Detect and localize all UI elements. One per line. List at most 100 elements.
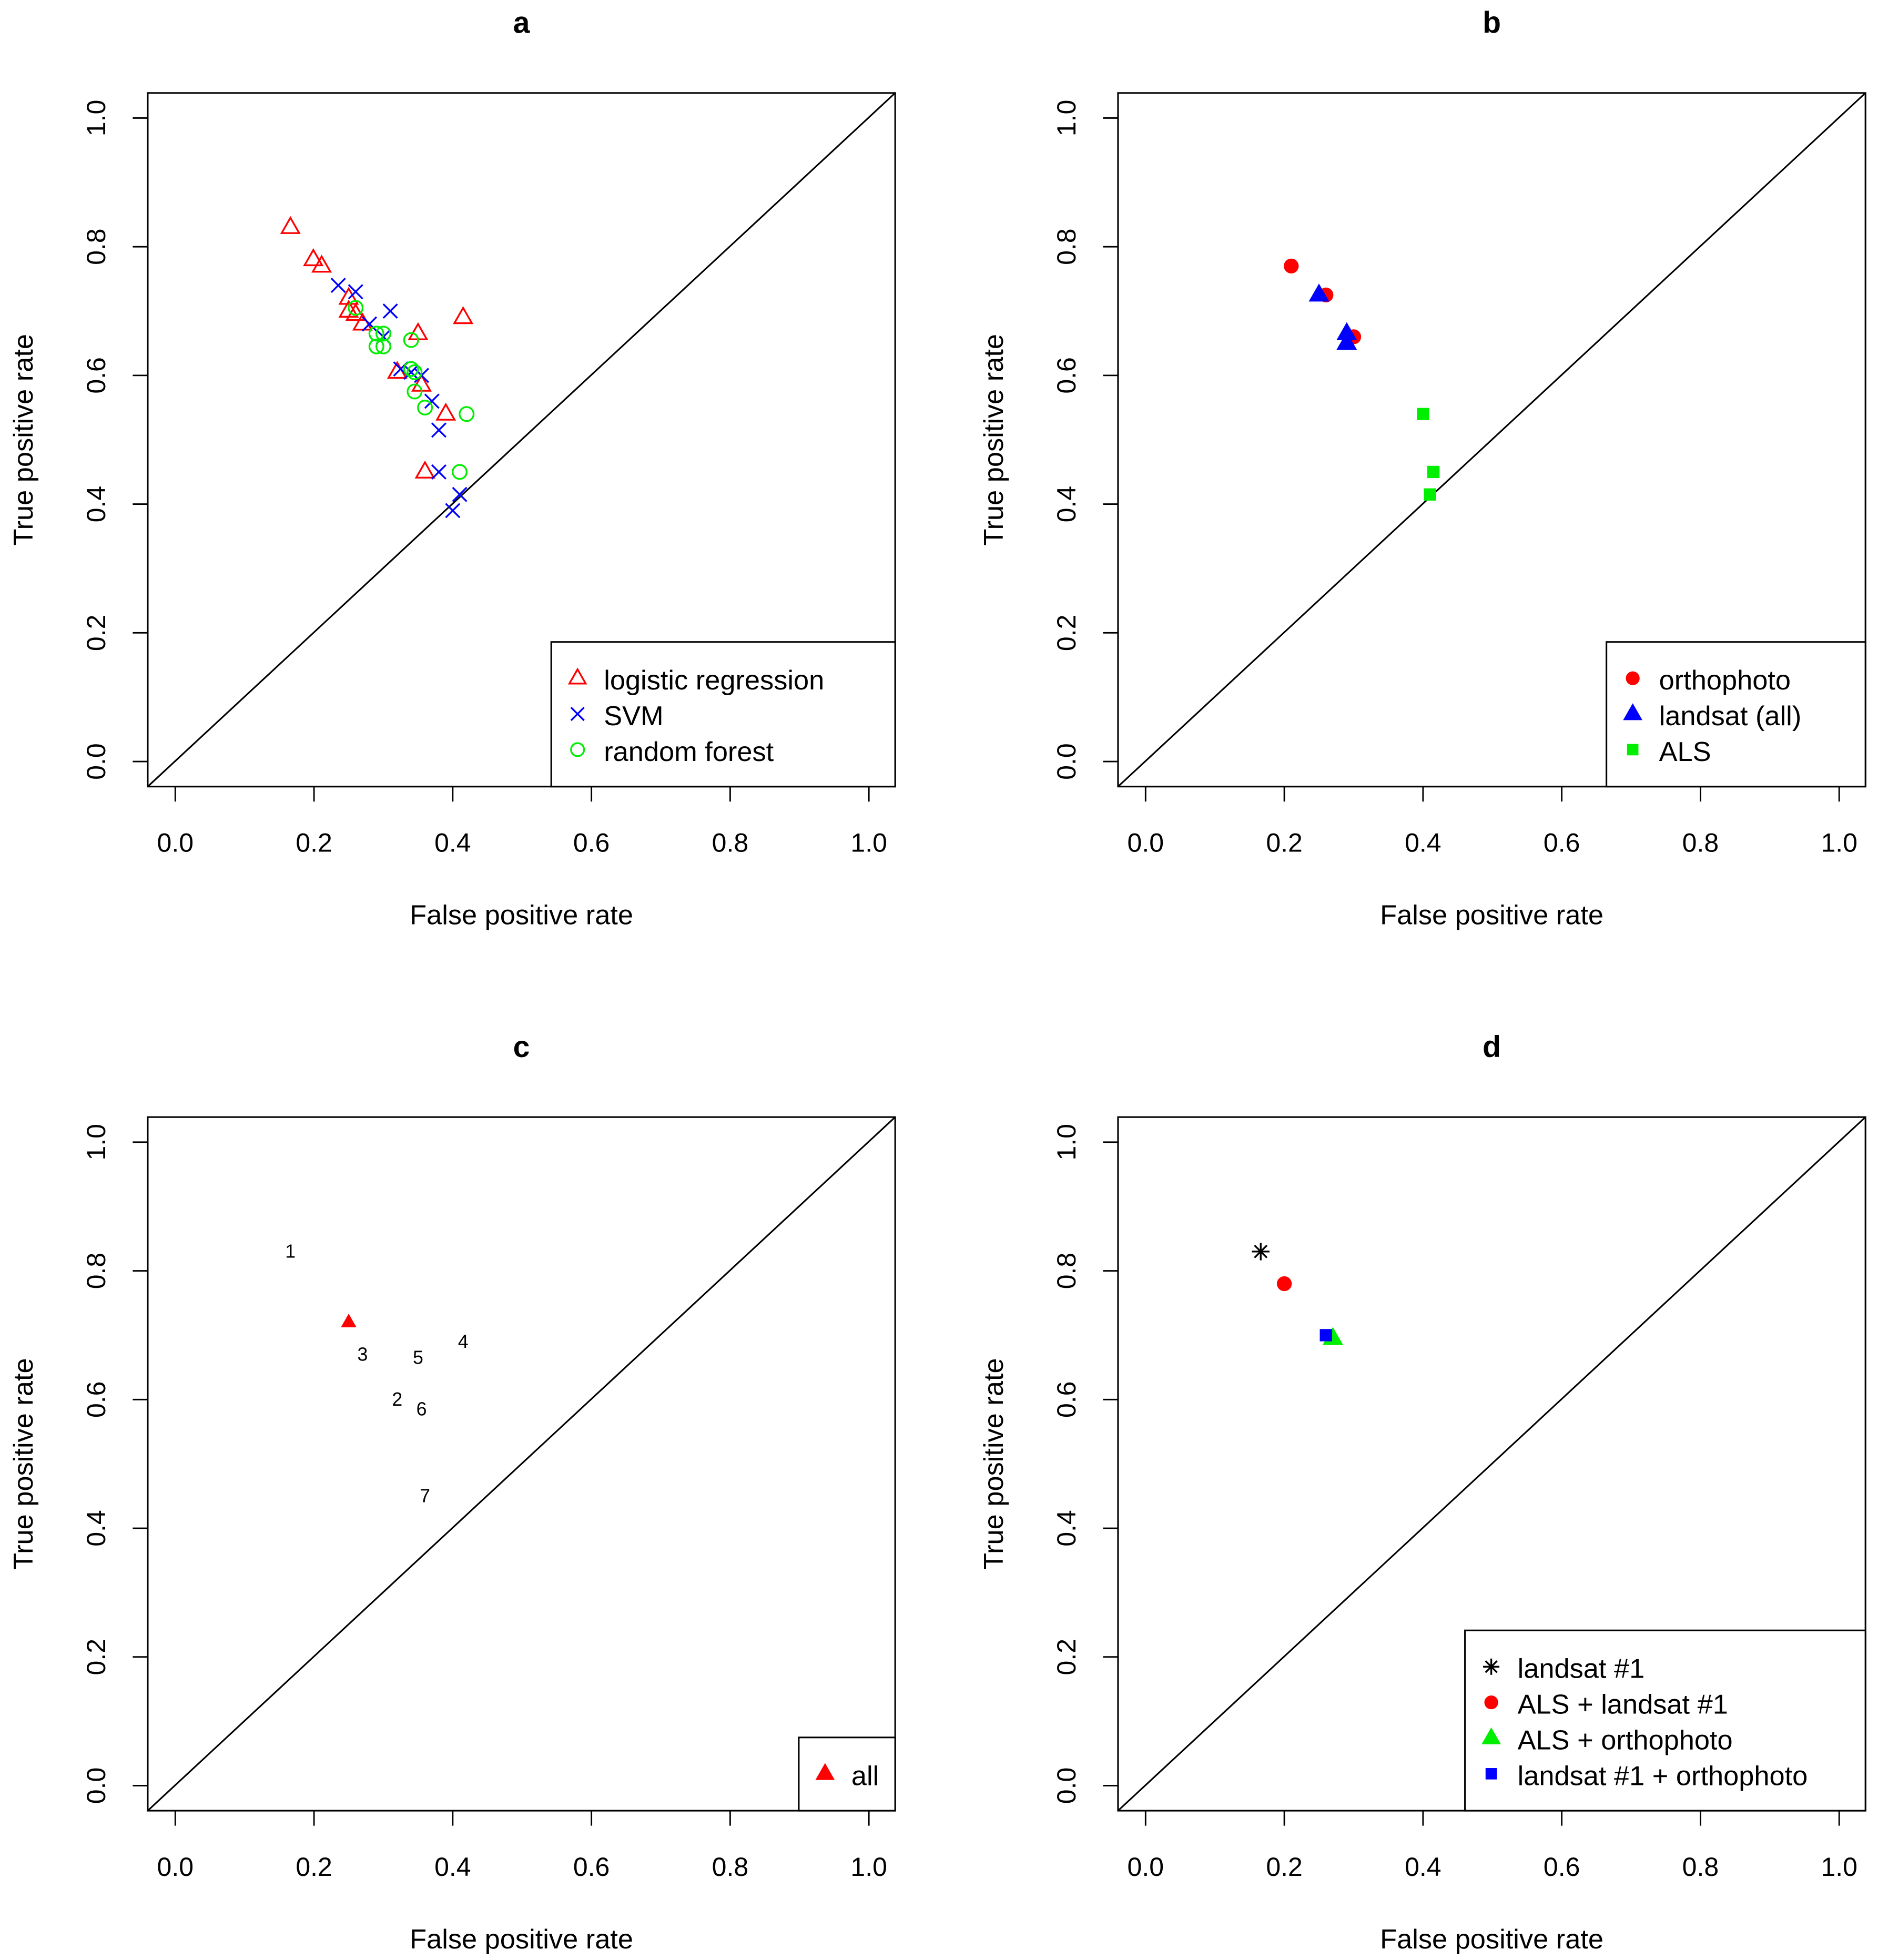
- x-axis-label: False positive rate: [410, 1924, 633, 1955]
- legend-label: ALS: [1659, 737, 1711, 767]
- y-tick-label: 0.0: [1052, 743, 1081, 779]
- legend-marker: [570, 742, 585, 757]
- chart-title: a: [513, 6, 531, 40]
- x-stroke: [570, 707, 585, 722]
- y-axis-label: True positive rate: [979, 1358, 1009, 1570]
- data-point: [368, 326, 384, 342]
- data-point: [1336, 332, 1357, 350]
- legend-label: landsat #1 + orthophoto: [1518, 1761, 1808, 1791]
- data-point: [407, 364, 423, 380]
- x-tick-label: 1.0: [850, 828, 887, 857]
- y-tick-label: 0.4: [1052, 1510, 1081, 1547]
- y-tick-label: 0.0: [82, 1768, 111, 1804]
- data-point: [1424, 488, 1436, 501]
- series-als: [1417, 408, 1440, 501]
- data-point: [1308, 283, 1329, 302]
- legend-label: logistic regression: [604, 665, 824, 696]
- data-point: [403, 361, 419, 377]
- x-tick-label: 0.2: [1266, 828, 1303, 857]
- data-point: [375, 326, 391, 342]
- y-tick-label: 0.8: [82, 1253, 111, 1289]
- data-point: [375, 338, 391, 354]
- panel-a: a 0.0 0.2 0.4 0.6 0.8 1.0 False positive rate 0.…: [8, 6, 896, 931]
- data-point: [341, 1313, 357, 1327]
- data-point: [382, 303, 398, 319]
- x-stroke: [382, 303, 398, 319]
- data-point: [452, 486, 468, 502]
- point-label: 6: [417, 1399, 427, 1420]
- data-point: [303, 248, 324, 267]
- data-point: [452, 464, 468, 480]
- y-tick-label: 1.0: [82, 1124, 111, 1161]
- x-tick-label: 1.0: [850, 1852, 887, 1882]
- y-axis-label: True positive rate: [8, 1358, 39, 1570]
- legend-label: ALS + landsat #1: [1518, 1690, 1728, 1720]
- x-tick-label: 0.0: [1128, 828, 1164, 857]
- y-tick-label: 0.2: [1052, 615, 1081, 652]
- legend: landsat #1 ALS + landsat #1 ALS + orthopho…: [1464, 1629, 1866, 1812]
- data-point: [1319, 1329, 1332, 1342]
- legend-marker: [570, 707, 585, 722]
- x-stroke: [431, 464, 446, 480]
- point-label: 1: [285, 1241, 296, 1262]
- point-label: 5: [413, 1347, 423, 1368]
- data-point: [459, 406, 475, 422]
- legend-label: ALS + orthophoto: [1518, 1725, 1733, 1755]
- series-random-forest: [348, 300, 475, 480]
- y-tick-label: 0.2: [82, 1639, 111, 1675]
- x-tick-label: 0.8: [1682, 1852, 1719, 1882]
- data-point: [311, 255, 332, 273]
- legend: all: [798, 1736, 896, 1812]
- legend-box: [550, 641, 896, 788]
- legend-marker: [1627, 744, 1639, 756]
- y-tick-label: 0.6: [1052, 1382, 1081, 1418]
- y-tick-label: 0.8: [1052, 228, 1081, 265]
- data-point: [1417, 408, 1429, 420]
- x-tick-label: 0.8: [1682, 828, 1719, 857]
- y-tick-label: 1.0: [82, 100, 111, 136]
- data-point: [424, 393, 440, 409]
- x-tick-label: 0.4: [1405, 1852, 1441, 1882]
- data-point: [453, 306, 474, 324]
- data-point: [368, 338, 384, 354]
- data-point: [330, 278, 346, 293]
- star-stroke: [1254, 1244, 1268, 1258]
- legend: logistic regression SVM random forest: [550, 641, 896, 788]
- data-point: [348, 284, 363, 300]
- data-point: [1276, 1276, 1292, 1292]
- data-point: [338, 287, 359, 305]
- y-tick-label: 0.8: [82, 228, 111, 265]
- star-stroke: [1485, 1660, 1498, 1673]
- legend-label: landsat (all): [1659, 701, 1802, 732]
- y-tick-label: 0.8: [1052, 1253, 1081, 1289]
- diagonal-line: [1117, 1116, 1866, 1812]
- x-tick-label: 0.6: [573, 828, 610, 857]
- y-tick-label: 1.0: [1052, 100, 1081, 136]
- data-point: [431, 422, 446, 438]
- series-landsat-all-: [1308, 283, 1357, 350]
- series-landsat-1-orthophoto: [1319, 1329, 1332, 1342]
- data-point: [407, 383, 423, 400]
- y-tick-label: 0.6: [82, 357, 111, 394]
- data-point: [445, 503, 461, 519]
- x-tick-label: 0.6: [1544, 1852, 1580, 1882]
- data-point: [435, 402, 456, 421]
- y-tick-label: 0.4: [82, 1510, 111, 1547]
- x-axis-label: False positive rate: [1380, 900, 1603, 931]
- legend-label: random forest: [604, 737, 774, 767]
- x-tick-label: 0.0: [157, 1852, 194, 1882]
- y-tick-label: 0.6: [82, 1382, 111, 1418]
- chart-title: c: [513, 1030, 530, 1064]
- x-stroke: [452, 486, 468, 502]
- series-logistic-regression: [280, 216, 474, 479]
- y-tick-label: 1.0: [1052, 1124, 1081, 1161]
- x-tick-label: 1.0: [1821, 828, 1857, 857]
- data-point: [362, 316, 378, 332]
- legend-marker: [1483, 1658, 1500, 1675]
- data-point: [1284, 258, 1299, 274]
- x-tick-label: 0.6: [1544, 828, 1580, 857]
- data-point: [1427, 465, 1440, 479]
- diagonal-line: [147, 1116, 896, 1812]
- point-label: 4: [458, 1331, 469, 1352]
